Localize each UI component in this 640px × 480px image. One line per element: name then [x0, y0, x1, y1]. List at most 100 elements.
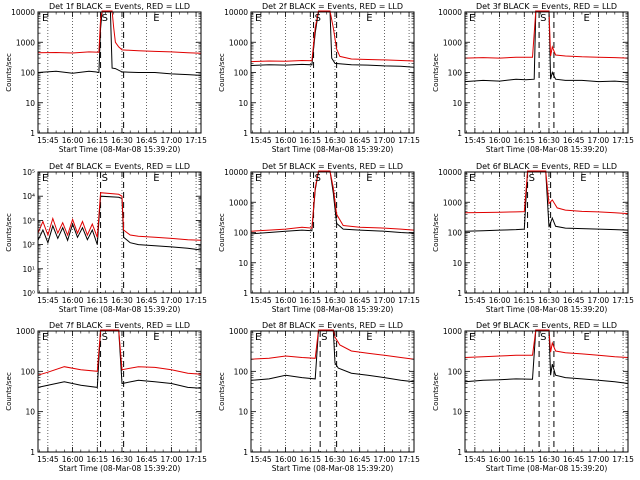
- marker-e-end: E: [366, 13, 372, 24]
- y-tick-label: 10¹: [22, 265, 35, 274]
- panel-title: Det 4f BLACK = Events, RED = LLD: [49, 162, 190, 171]
- y-tick-label: 10000: [438, 8, 462, 17]
- y-tick-label: 1000: [443, 327, 462, 336]
- x-tick-label: 17:00: [161, 136, 183, 145]
- series-line-events: [250, 329, 415, 383]
- y-tick-label: 100: [21, 367, 36, 376]
- x-tick-label: 15:45: [37, 455, 59, 464]
- marker-e-end: E: [580, 173, 586, 184]
- series-line-events: [37, 195, 202, 251]
- x-tick-label: 16:00: [62, 296, 84, 305]
- x-tick-label: 16:45: [136, 296, 158, 305]
- x-tick-label: 15:45: [464, 136, 486, 145]
- marker-e-start: E: [469, 332, 475, 343]
- x-tick-label: 16:00: [275, 455, 297, 464]
- x-tick-label: 15:45: [37, 136, 59, 145]
- x-tick-label: 16:30: [111, 296, 133, 305]
- series-line-events: [464, 170, 629, 232]
- x-tick-label: 17:00: [588, 136, 610, 145]
- x-tick-label: 15:45: [250, 455, 272, 464]
- marker-e-start: E: [42, 173, 48, 184]
- marker-s: S: [315, 173, 321, 184]
- marker-e-start: E: [255, 173, 261, 184]
- marker-e-end: E: [366, 332, 372, 343]
- x-tick-label: 16:00: [489, 455, 511, 464]
- marker-e-end: E: [366, 173, 372, 184]
- x-tick-label: 17:15: [185, 296, 207, 305]
- y-axis-title: Counts/sec: [432, 372, 440, 411]
- marker-s: S: [529, 173, 535, 184]
- x-tick-label: 16:00: [62, 136, 84, 145]
- y-axis-title: Counts/sec: [432, 213, 440, 252]
- x-tick-label: 16:15: [299, 136, 321, 145]
- marker-e-end: E: [584, 13, 590, 24]
- panel-title: Det 5f BLACK = Events, RED = LLD: [262, 162, 403, 171]
- y-tick-label: 1: [30, 129, 35, 138]
- marker-e-end: E: [584, 332, 590, 343]
- panel-title: Det 2f BLACK = Events, RED = LLD: [262, 2, 403, 11]
- marker-s: S: [315, 13, 321, 24]
- marker-e-start: E: [255, 332, 261, 343]
- y-tick-label: 10: [238, 408, 248, 417]
- x-tick-label: 16:30: [324, 455, 346, 464]
- marker-e-end: E: [153, 13, 159, 24]
- y-tick-label: 100: [21, 69, 36, 78]
- panel-frame: [464, 11, 629, 134]
- x-tick-label: 16:45: [563, 136, 585, 145]
- x-tick-label: 15:45: [37, 296, 59, 305]
- x-tick-label: 16:00: [275, 136, 297, 145]
- y-tick-label: 100: [234, 229, 249, 238]
- marker-e-start: E: [469, 13, 475, 24]
- x-tick-label: 17:15: [185, 455, 207, 464]
- y-tick-label: 1: [457, 129, 462, 138]
- y-axis-title: Counts/sec: [218, 213, 226, 252]
- y-axis-title: Counts/sec: [218, 372, 226, 411]
- x-axis-title: Start Time (08-Mar-08 15:39:20): [272, 464, 394, 473]
- y-tick-label: 10²: [22, 241, 35, 250]
- y-tick-label: 10⁵: [22, 168, 35, 177]
- x-tick-label: 16:45: [563, 296, 585, 305]
- series-line-lld: [464, 170, 629, 215]
- x-tick-label: 16:45: [136, 136, 158, 145]
- y-tick-label: 10: [452, 259, 462, 268]
- panel-frame: [250, 330, 415, 453]
- x-tick-label: 17:15: [185, 136, 207, 145]
- x-tick-label: 16:30: [111, 136, 133, 145]
- panel-frame: [37, 171, 202, 294]
- x-tick-label: 17:00: [374, 296, 396, 305]
- panel-title: Det 9f BLACK = Events, RED = LLD: [476, 321, 617, 330]
- marker-s: S: [540, 13, 546, 24]
- y-tick-label: 10000: [11, 8, 35, 17]
- series-line-lld: [464, 10, 629, 59]
- x-tick-label: 17:15: [612, 296, 634, 305]
- y-tick-label: 10: [238, 259, 248, 268]
- x-tick-label: 16:30: [324, 136, 346, 145]
- x-axis-title: Start Time (08-Mar-08 15:39:20): [486, 305, 608, 314]
- x-tick-label: 15:45: [464, 296, 486, 305]
- x-axis-title: Start Time (08-Mar-08 15:39:20): [59, 145, 181, 154]
- series-line-events: [464, 10, 629, 83]
- y-tick-label: 100: [448, 367, 463, 376]
- marker-s: S: [102, 173, 108, 184]
- x-tick-label: 17:00: [588, 455, 610, 464]
- marker-e-start: E: [255, 13, 261, 24]
- x-tick-label: 16:30: [111, 455, 133, 464]
- x-axis-title: Start Time (08-Mar-08 15:39:20): [486, 145, 608, 154]
- series-line-lld: [250, 329, 415, 360]
- x-tick-label: 16:15: [513, 455, 535, 464]
- x-tick-label: 17:00: [588, 296, 610, 305]
- y-tick-label: 10000: [224, 8, 248, 17]
- panel-title: Det 6f BLACK = Events, RED = LLD: [476, 162, 617, 171]
- y-tick-label: 1000: [229, 198, 248, 207]
- y-tick-label: 10³: [22, 216, 35, 225]
- y-tick-label: 1000: [443, 38, 462, 47]
- x-tick-label: 16:30: [538, 455, 560, 464]
- x-tick-label: 15:45: [464, 455, 486, 464]
- x-axis-title: Start Time (08-Mar-08 15:39:20): [272, 305, 394, 314]
- y-tick-label: 10: [238, 99, 248, 108]
